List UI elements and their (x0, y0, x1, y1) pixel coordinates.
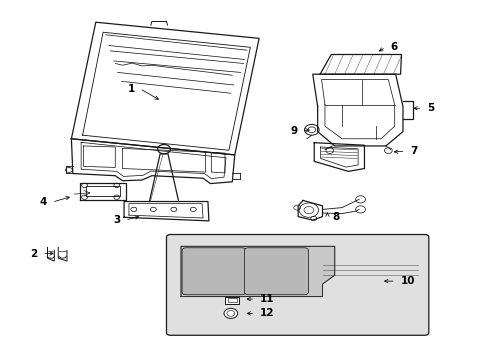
FancyBboxPatch shape (182, 248, 245, 295)
Text: 4: 4 (40, 197, 47, 207)
Polygon shape (181, 246, 334, 297)
Text: 9: 9 (289, 126, 297, 135)
Text: 11: 11 (260, 294, 274, 304)
Text: 8: 8 (331, 212, 339, 221)
Text: 3: 3 (113, 215, 120, 225)
Text: 7: 7 (409, 146, 417, 156)
Text: 2: 2 (30, 248, 37, 258)
Text: 6: 6 (390, 42, 397, 52)
Text: 5: 5 (427, 103, 434, 113)
Circle shape (224, 309, 237, 319)
FancyBboxPatch shape (244, 248, 308, 295)
FancyBboxPatch shape (166, 234, 428, 335)
Text: 1: 1 (127, 84, 135, 94)
Text: 10: 10 (400, 276, 414, 286)
FancyBboxPatch shape (225, 297, 239, 304)
Bar (227, 298, 236, 302)
Text: 12: 12 (260, 309, 274, 318)
